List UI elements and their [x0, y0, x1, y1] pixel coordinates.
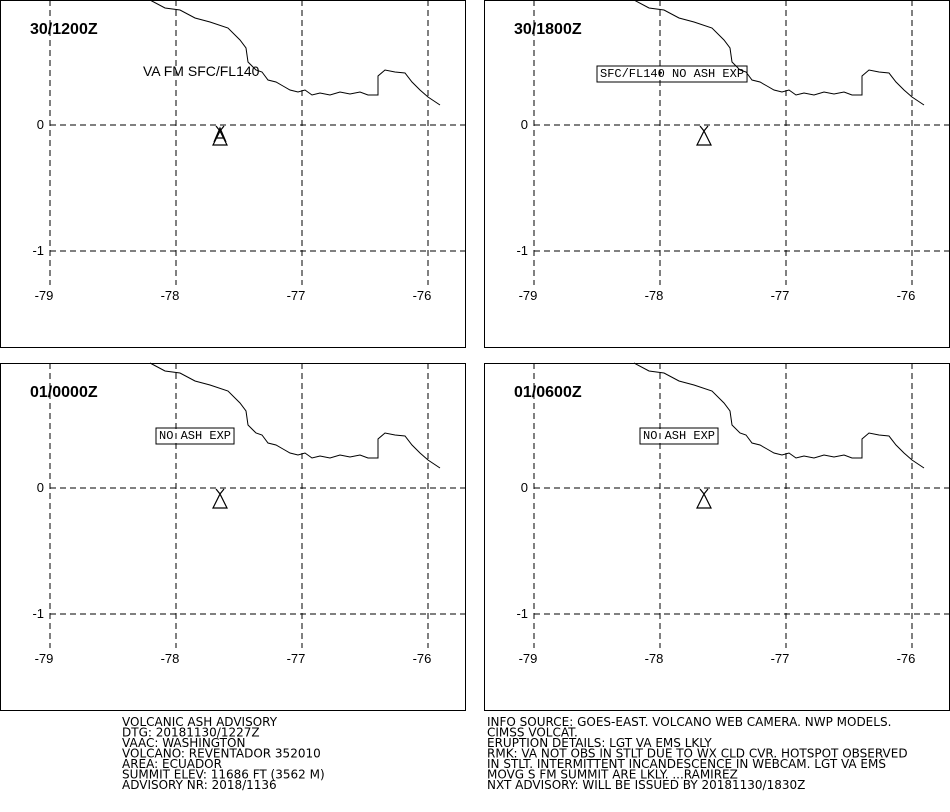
- lon-tick-label: -79: [519, 651, 538, 666]
- lat-tick-label: -1: [32, 606, 44, 621]
- ash-annotation: VA FM SFC/FL140: [143, 63, 260, 79]
- map-panel: -79 -78 -77 -76 0 -1 30/1800Z: [484, 0, 950, 348]
- lat-tick-label: 0: [37, 117, 44, 132]
- advisory-line: DTG: 20181130/1227Z: [122, 726, 260, 740]
- lat-tick-label: -1: [32, 243, 44, 258]
- map-panel: -79 -78 -77 -76 0 -1 01/0600Z: [484, 362, 950, 711]
- volcano-symbol: [212, 488, 228, 509]
- map-panel: -79 -78 -77 -76 0 -1 30/1200Z: [0, 0, 466, 348]
- valid-time: 30/1800Z: [514, 21, 582, 38]
- lat-tick-label: 0: [521, 480, 528, 495]
- volcano-symbol: [696, 125, 712, 146]
- advisory-line: INFO SOURCE: GOES-EAST. VOLCANO WEB CAME…: [487, 715, 891, 729]
- lon-tick-label: -77: [771, 651, 790, 666]
- lon-tick-label: -79: [35, 288, 54, 303]
- coastline: [149, 362, 441, 469]
- panel-frame: [0, 0, 466, 348]
- lon-tick-label: -78: [161, 651, 180, 666]
- panel-frame: [484, 363, 950, 711]
- lon-tick-label: -79: [35, 651, 54, 666]
- lon-tick-label: -78: [645, 651, 664, 666]
- valid-time: 01/0000Z: [30, 384, 98, 401]
- advisory-line: VOLCANIC ASH ADVISORY: [122, 715, 278, 729]
- coastline: [149, 0, 441, 106]
- ash-annotation: SFC/FL140 NO ASH EXP: [600, 67, 744, 81]
- lon-tick-label: -76: [413, 288, 432, 303]
- ash-annotation: NO ASH EXP: [159, 429, 231, 443]
- coastline: [633, 362, 925, 469]
- lon-tick-label: -77: [771, 288, 790, 303]
- ash-annotation: NO ASH EXP: [643, 429, 715, 443]
- lon-tick-label: -78: [645, 288, 664, 303]
- annotation-box: [155, 427, 235, 445]
- lon-tick-label: -78: [161, 288, 180, 303]
- lat-tick-label: -1: [516, 243, 528, 258]
- advisory-line: ERUPTION DETAILS: LGT VA EMS LKLY: [487, 736, 712, 750]
- valid-time: 30/1200Z: [30, 21, 98, 38]
- advisory-line: MOVG S FM SUMMIT ARE LKLY. ...RAMIREZ: [487, 768, 738, 782]
- annotation-box: [596, 65, 748, 83]
- lon-tick-label: -77: [287, 651, 306, 666]
- lat-tick-label: 0: [521, 117, 528, 132]
- advisory-line: AREA: ECUADOR: [122, 757, 222, 771]
- lon-tick-label: -76: [897, 651, 916, 666]
- panel-frame: [484, 0, 950, 348]
- advisory-line: NXT ADVISORY: WILL BE ISSUED BY 20181130…: [487, 778, 805, 792]
- coastline: [633, 0, 925, 106]
- map-panel: -79 -78 -77 -76 0 -1 01/0000Z: [0, 362, 466, 711]
- advisory-line: VAAC: WASHINGTON: [122, 736, 245, 750]
- lon-tick-label: -79: [519, 288, 538, 303]
- advisory-line: IN STLT. INTERMITTENT INCANDESCENCE IN W…: [487, 757, 886, 771]
- lat-tick-label: 0: [37, 480, 44, 495]
- advisory-line: RMK: VA NOT OBS IN STLT DUE TO WX CLD CV…: [487, 747, 908, 761]
- volcano-symbol: [696, 488, 712, 509]
- advisory-line: VOLCANO: REVENTADOR 352010: [122, 747, 321, 761]
- advisory-line: ADVISORY NR: 2018/1136: [122, 778, 277, 792]
- advisory-line: SUMMIT ELEV: 11686 FT (3562 M): [122, 768, 325, 782]
- valid-time: 01/0600Z: [514, 384, 582, 401]
- panel-frame: [0, 363, 466, 711]
- advisory-line: CIMSS VOLCAT.: [487, 726, 578, 740]
- annotation-box: [639, 427, 719, 445]
- lat-tick-label: -1: [516, 606, 528, 621]
- lon-tick-label: -77: [287, 288, 306, 303]
- lon-tick-label: -76: [413, 651, 432, 666]
- lon-tick-label: -76: [897, 288, 916, 303]
- ash-symbol: [213, 126, 227, 143]
